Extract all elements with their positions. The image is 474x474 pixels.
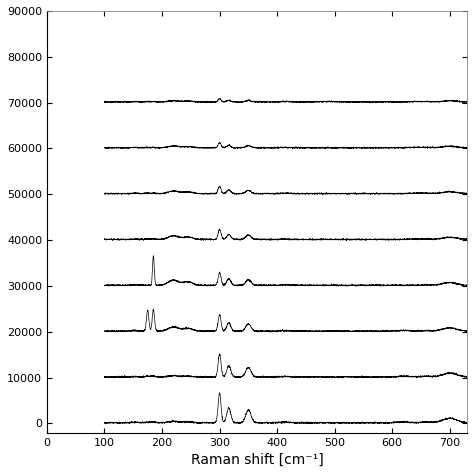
X-axis label: Raman shift [cm⁻¹]: Raman shift [cm⁻¹] — [191, 453, 323, 467]
